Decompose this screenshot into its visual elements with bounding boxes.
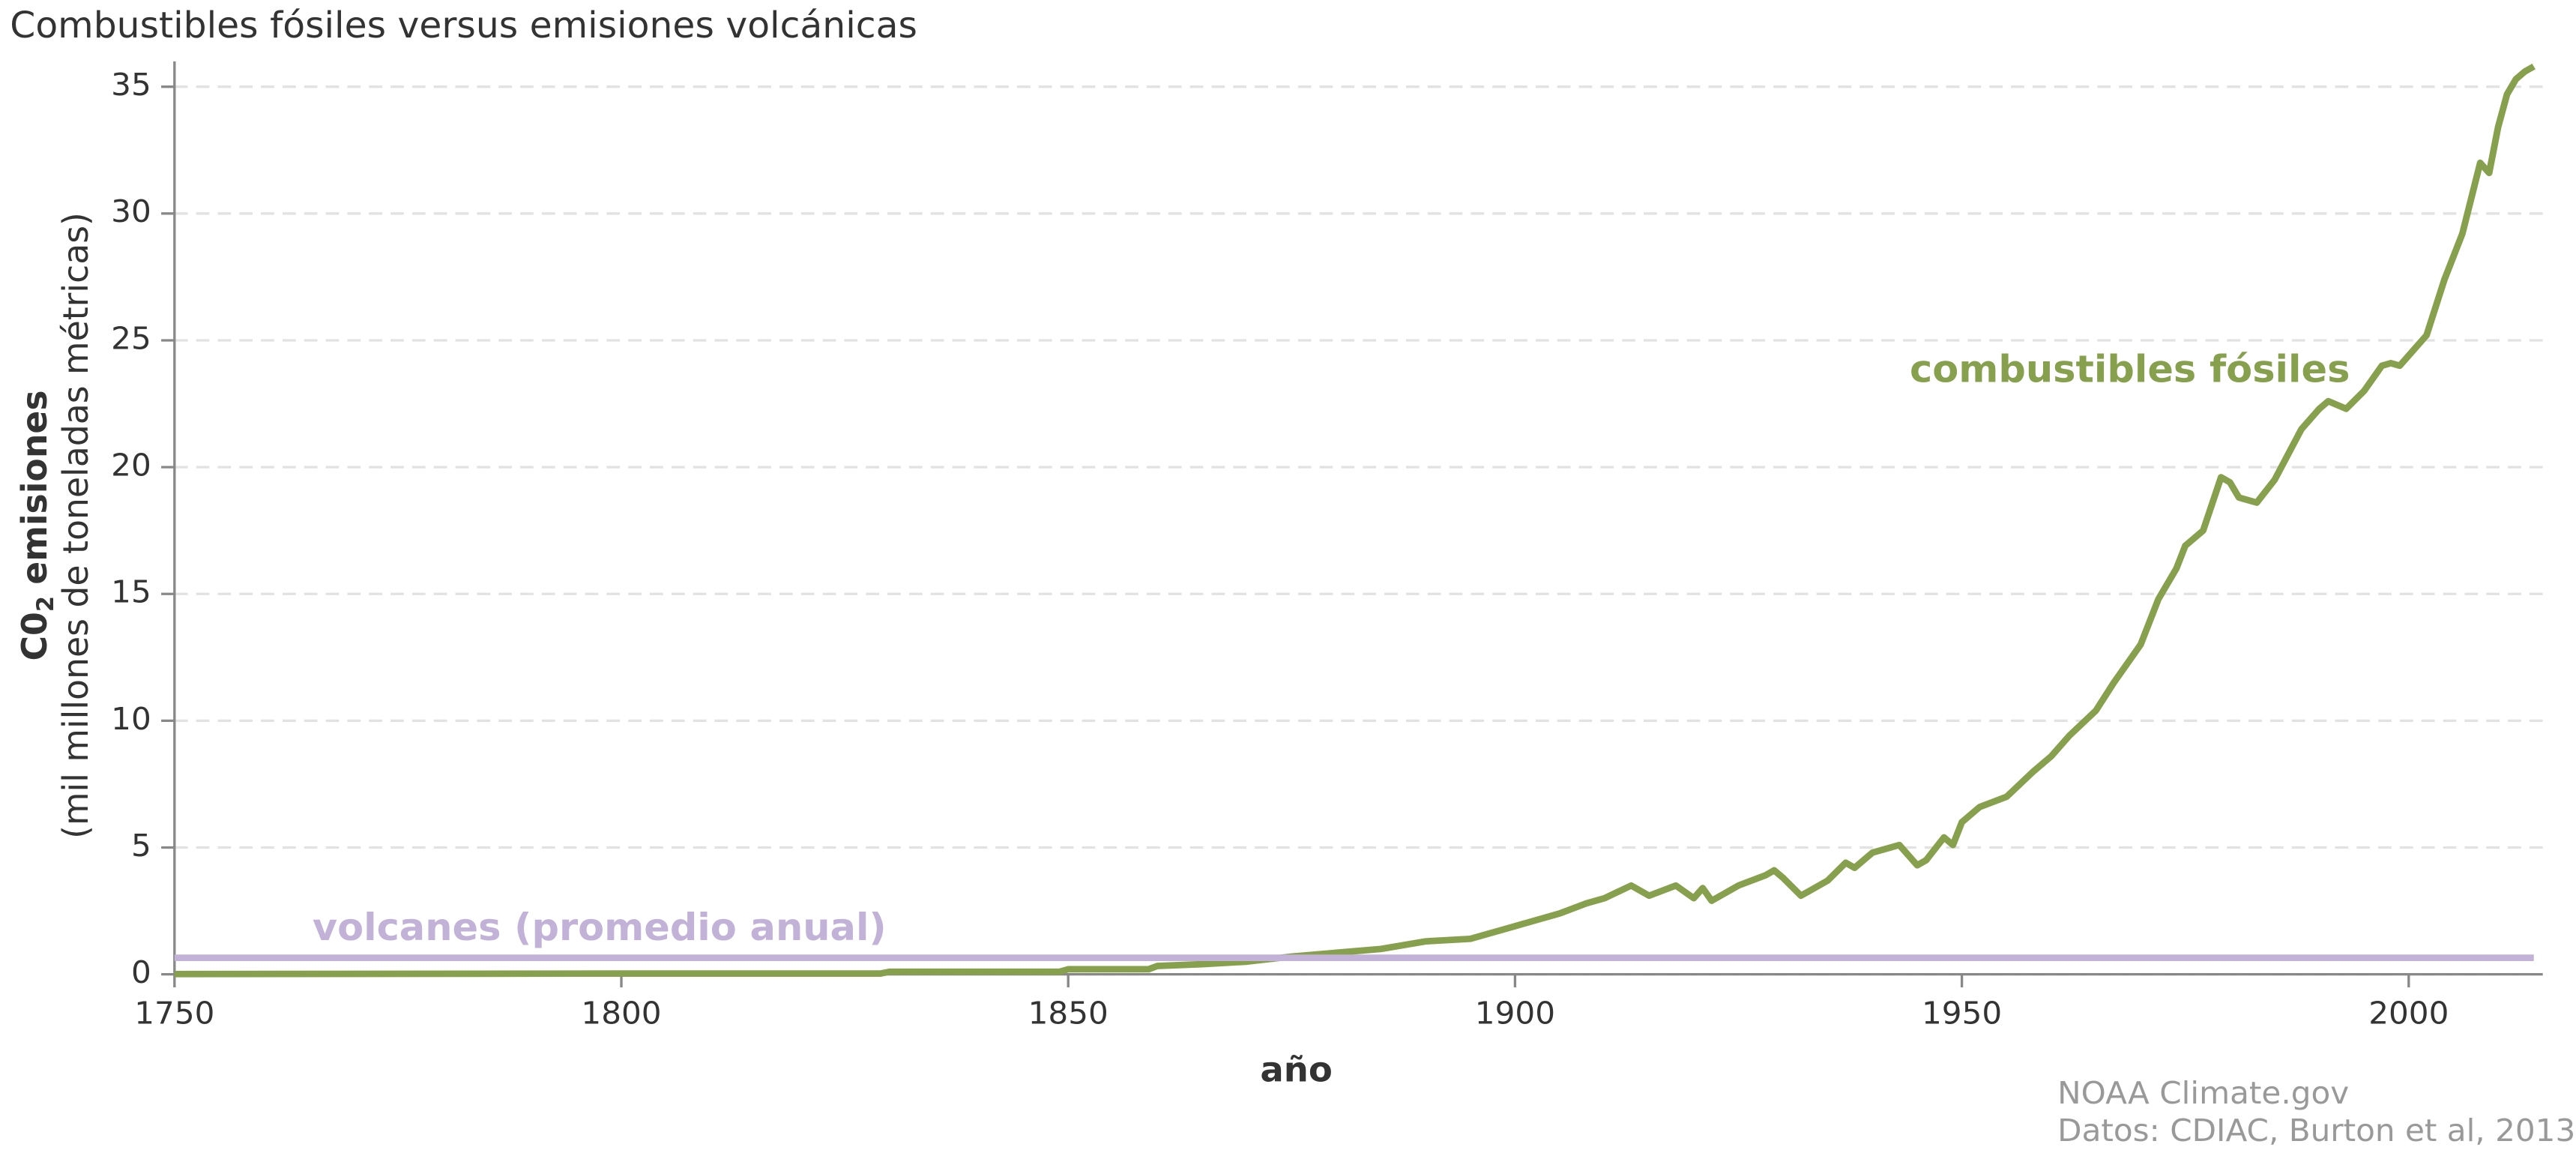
x-tick-label: 1800 <box>581 995 661 1032</box>
y-tick-label: 20 <box>111 447 151 484</box>
x-tick-label: 2000 <box>2368 995 2449 1032</box>
data-line <box>174 63 2536 978</box>
y-tick-label: 25 <box>111 320 151 357</box>
y-tick-label: 15 <box>111 574 151 610</box>
y-tick-label: 10 <box>111 700 151 737</box>
y-axis-label-group: C02 emisiones (mil millones de toneladas … <box>13 212 96 839</box>
series-label: combustibles fósiles <box>1910 347 2350 391</box>
y-axis-label-main: C0 <box>13 612 54 660</box>
y-axis-label-sub: 2 <box>31 596 58 612</box>
x-tick-label: 1850 <box>1028 995 1108 1032</box>
credit: Datos: CDIAC, Burton et al, 2013 <box>2057 1113 2575 1149</box>
x-axis-label: año <box>1260 1050 1333 1090</box>
series-label: volcanes (promedio anual) <box>313 906 887 949</box>
x-tick-label: 1900 <box>1475 995 1555 1032</box>
y-tick-label: 35 <box>111 66 151 103</box>
x-tick-label: 1950 <box>1922 995 2002 1032</box>
y-tick-label: 30 <box>111 193 151 230</box>
y-tick-label: 0 <box>131 954 151 990</box>
y-axis-label-units: (mil millones de toneladas métricas) <box>55 212 95 839</box>
x-tick-label: 1750 <box>134 995 214 1032</box>
chart-title: Combustibles fósiles versus emisiones vo… <box>10 4 917 46</box>
y-tick-label: 5 <box>131 827 151 864</box>
y-axis-label-rest: emisiones <box>13 390 54 584</box>
y-axis-label: C02 emisiones <box>13 390 59 660</box>
credit: NOAA Climate.gov <box>2057 1074 2349 1111</box>
